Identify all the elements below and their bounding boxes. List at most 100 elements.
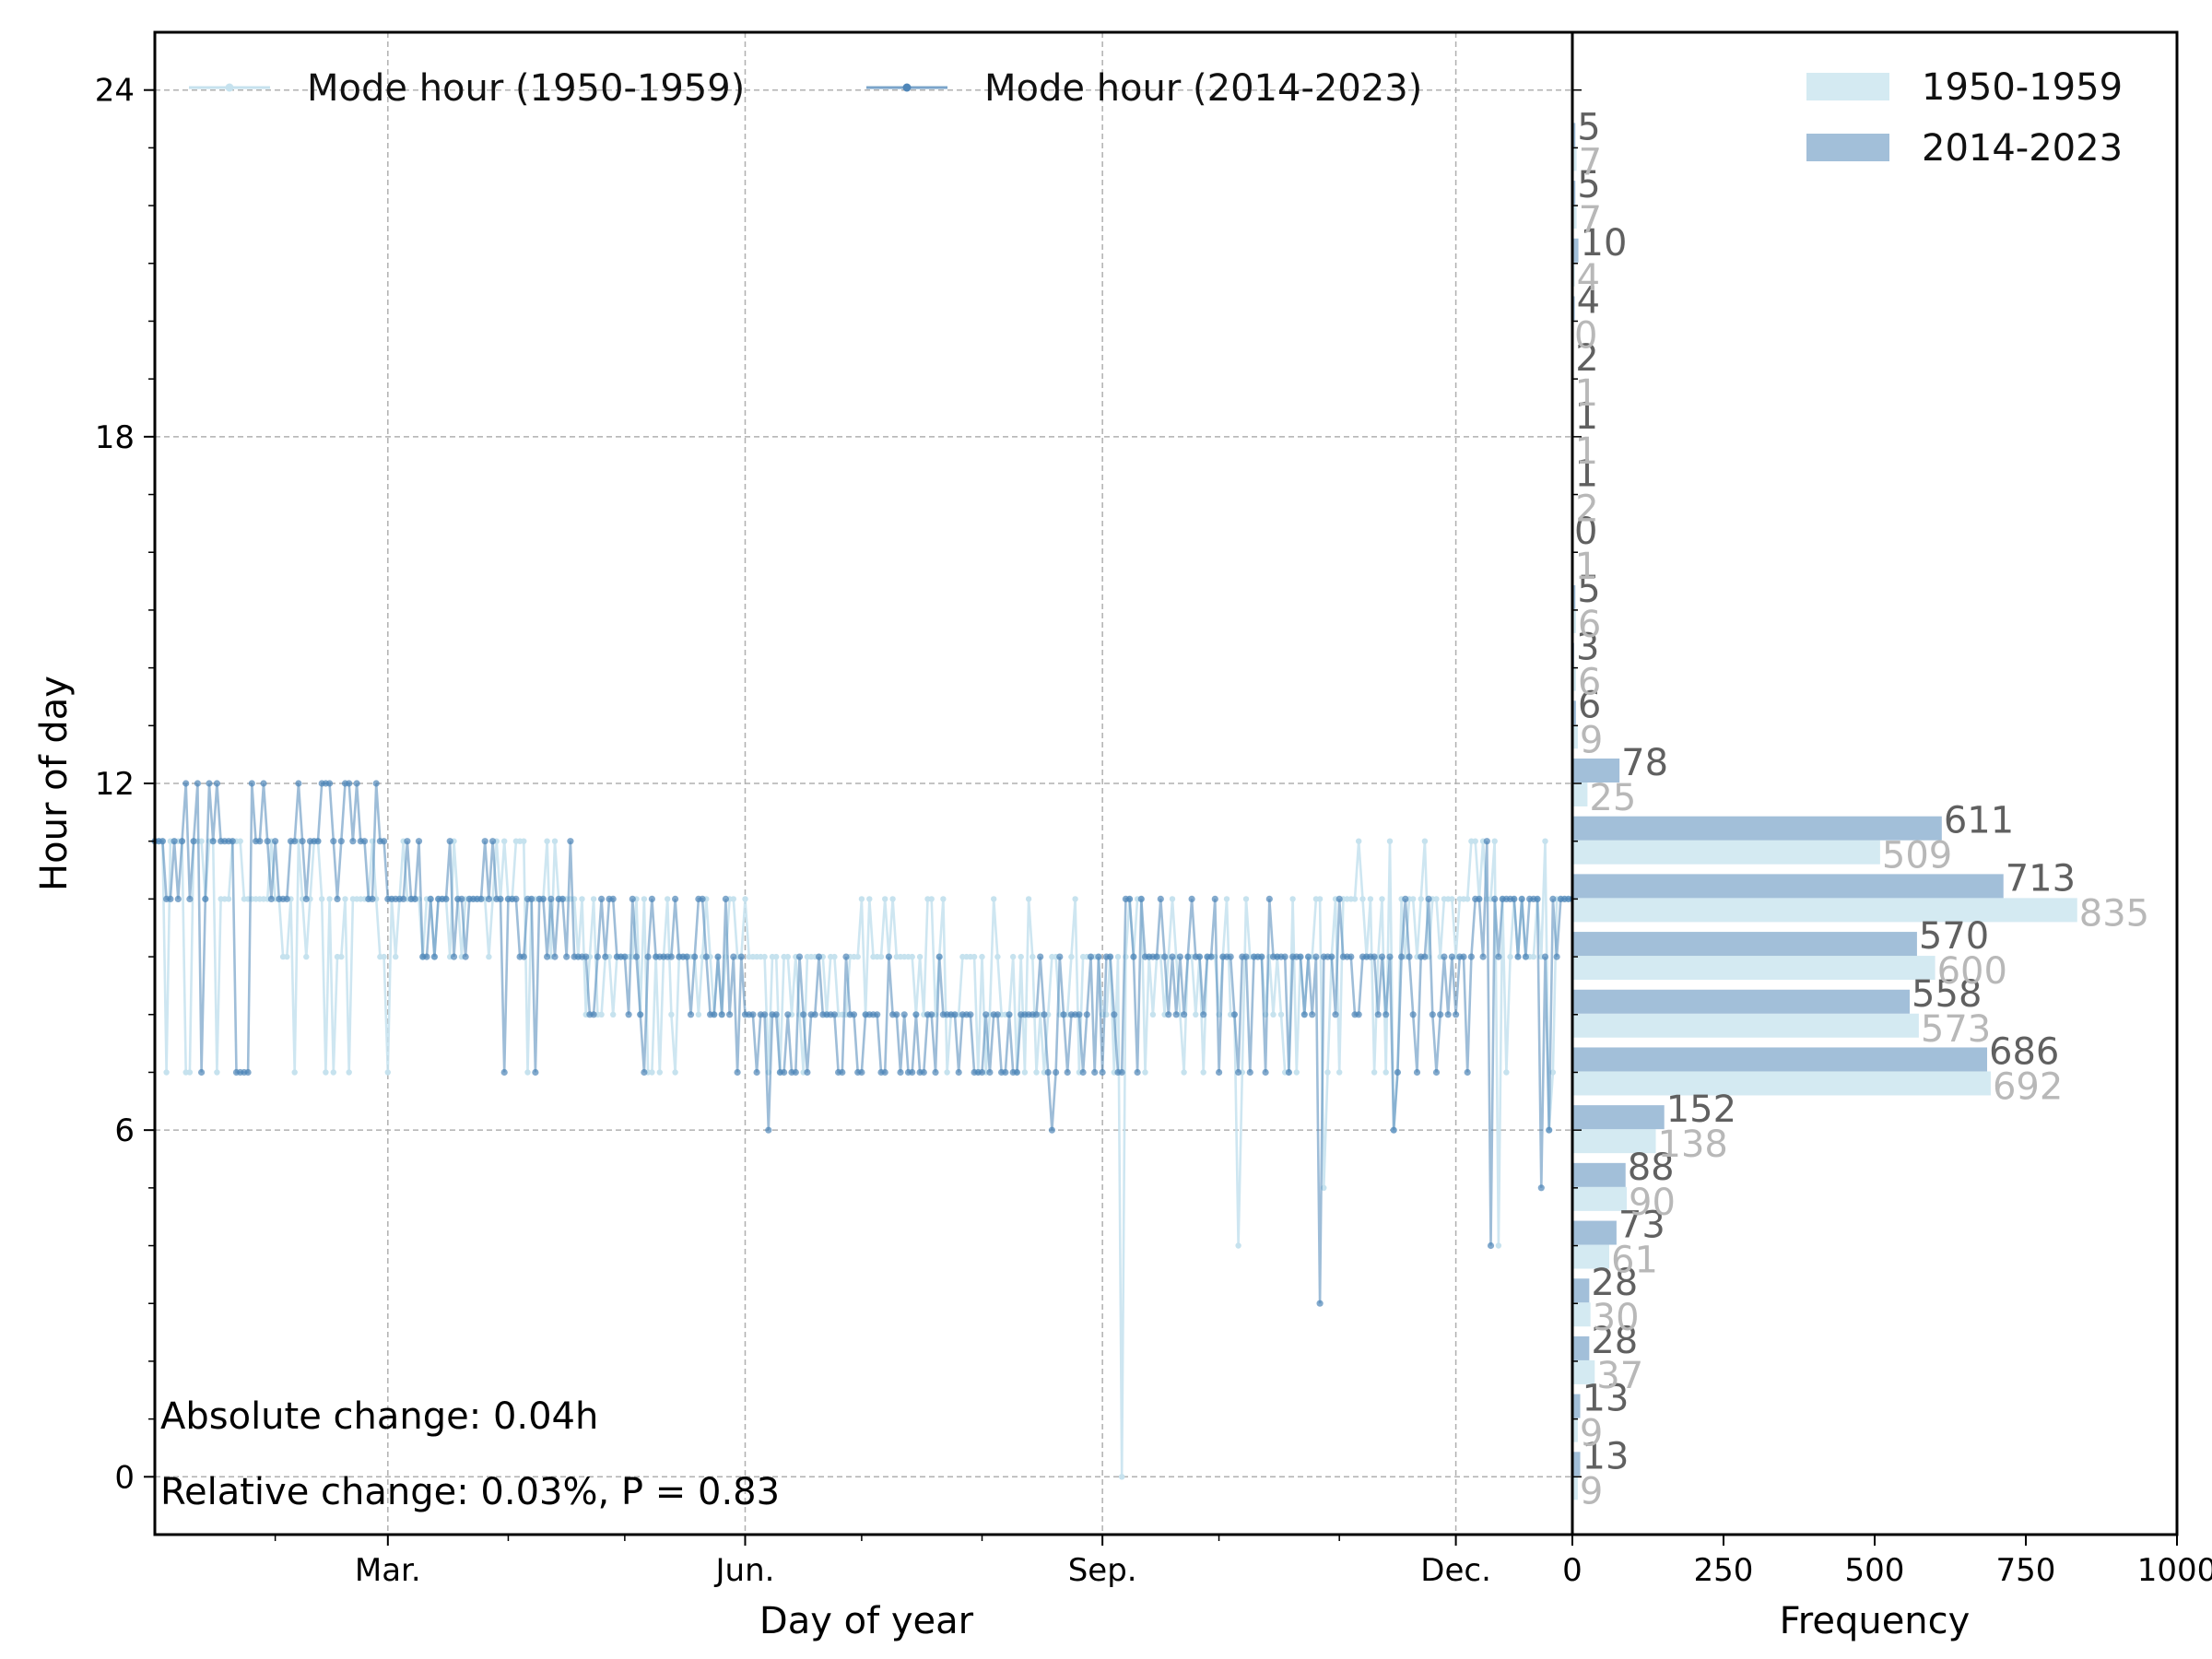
series-0-point (393, 953, 399, 960)
bar-2014-h22 (1572, 181, 1576, 206)
series-1-point (267, 895, 275, 903)
left-legend-marker-1 (902, 83, 912, 92)
series-1-point (256, 838, 264, 845)
series-0-point (214, 1069, 220, 1076)
series-1-point (761, 1011, 769, 1018)
left-legend: Mode hour (1950-1959) Mode hour (2014-202… (189, 67, 1422, 110)
series-0-point (866, 896, 873, 902)
series-1-point (1188, 895, 1195, 903)
label-1950-h3: 30 (1593, 1297, 1640, 1339)
frequency-bars (1572, 123, 2077, 1500)
series-0-point (225, 896, 232, 902)
series-1-point (1448, 953, 1455, 960)
series-1-point (667, 953, 676, 960)
series-0-point (1472, 838, 1478, 844)
label-1950-h14: 6 (1578, 662, 1601, 704)
label-2014-h7: 686 (1989, 1030, 2059, 1073)
mode-hour-lines (151, 780, 1576, 1480)
right-x-axis-label: Frequency (1780, 1600, 1971, 1642)
label-2014-h22: 5 (1577, 164, 1600, 206)
series-0-point (186, 1069, 194, 1076)
series-1-point (629, 895, 636, 903)
series-1-point (1394, 1068, 1401, 1077)
label-1950-h9: 600 (1937, 950, 2007, 993)
series-0-point (1030, 953, 1036, 960)
series-1-point (621, 953, 629, 960)
bar-2014-h15 (1572, 584, 1576, 609)
label-1950-h10: 835 (2079, 892, 2149, 935)
series-1-point (334, 895, 341, 903)
label-1950-h12: 25 (1589, 777, 1636, 819)
series-0-point (1242, 896, 1250, 902)
bar-1950-h9 (1572, 956, 1936, 981)
label-2014-h23: 5 (1577, 106, 1600, 148)
series-1-point (1013, 1068, 1020, 1077)
series-1-point (1518, 895, 1525, 903)
series-0-point (163, 1069, 170, 1076)
series-0-point (665, 896, 671, 902)
left-x-tick-label-1: Jun. (714, 1552, 775, 1589)
series-1-point (1032, 1011, 1041, 1018)
series-0-point (1235, 1242, 1241, 1249)
left-y-tick-label-4: 24 (95, 73, 135, 110)
series-0-point (1449, 896, 1455, 902)
series-1-point (598, 895, 606, 903)
series-0-point (346, 1069, 352, 1076)
series-1-point (1134, 1068, 1141, 1077)
series-0-point (1270, 1011, 1277, 1018)
bar-1950-h15 (1572, 608, 1576, 633)
series-1-point (1130, 953, 1137, 960)
series-1-point (337, 838, 345, 845)
left-grid (155, 32, 1572, 1535)
series-1-point (198, 1068, 206, 1077)
series-0-point (641, 896, 648, 902)
series-1-point (302, 895, 310, 903)
series-1-point (1332, 1011, 1339, 1018)
series-0-point (1371, 1069, 1378, 1076)
series-0-point (598, 1011, 605, 1018)
series-1-point (244, 1068, 252, 1077)
series-1-point (1413, 1068, 1421, 1077)
series-1-point (1044, 1068, 1052, 1077)
right-legend-swatch-1 (1806, 134, 1889, 161)
series-1-point (381, 838, 388, 845)
label-1950-h16: 1 (1575, 546, 1598, 588)
series-1-point (1246, 1068, 1253, 1077)
right-x-tick-label-0: 0 (1562, 1552, 1583, 1589)
label-2014-h10: 713 (2006, 857, 2076, 900)
series-0-point (1359, 896, 1366, 902)
series-1-point (1511, 895, 1518, 903)
series-1-point (900, 1011, 908, 1018)
series-0-point (761, 953, 768, 960)
bar-1950-h5 (1572, 1186, 1628, 1211)
bar-2014-h10 (1572, 874, 2004, 899)
series-1-point (842, 953, 850, 960)
series-1-point (1216, 1068, 1223, 1077)
series-1-point (1184, 953, 1192, 960)
series-1-point (446, 838, 453, 845)
series-1-point (1495, 953, 1502, 960)
label-1950-h17: 2 (1575, 488, 1598, 531)
series-1-point (400, 895, 407, 903)
bar-1950-h11 (1572, 840, 1880, 865)
bar-2014-h2 (1572, 1335, 1590, 1360)
series-1-point (1464, 1068, 1471, 1077)
series-0-point (1293, 1069, 1300, 1076)
label-1950-h21: 4 (1577, 257, 1600, 300)
series-1-point (726, 1011, 734, 1018)
series-1-point (737, 953, 745, 960)
series-1-point (730, 953, 737, 960)
series-1-point (858, 1068, 865, 1077)
series-1-point (349, 838, 357, 845)
bar-2014-h21 (1572, 238, 1579, 263)
series-1-point (544, 953, 551, 960)
series-1-point (839, 1068, 846, 1077)
right-x-tick-label-2: 500 (1845, 1552, 1905, 1589)
series-0-point (668, 1011, 675, 1018)
series-1-point (1549, 895, 1557, 903)
series-1-point (206, 780, 213, 787)
label-1950-h15: 6 (1578, 604, 1601, 646)
series-0-point (909, 953, 915, 960)
series-0-point (940, 896, 947, 902)
series-0-point (1114, 953, 1122, 960)
